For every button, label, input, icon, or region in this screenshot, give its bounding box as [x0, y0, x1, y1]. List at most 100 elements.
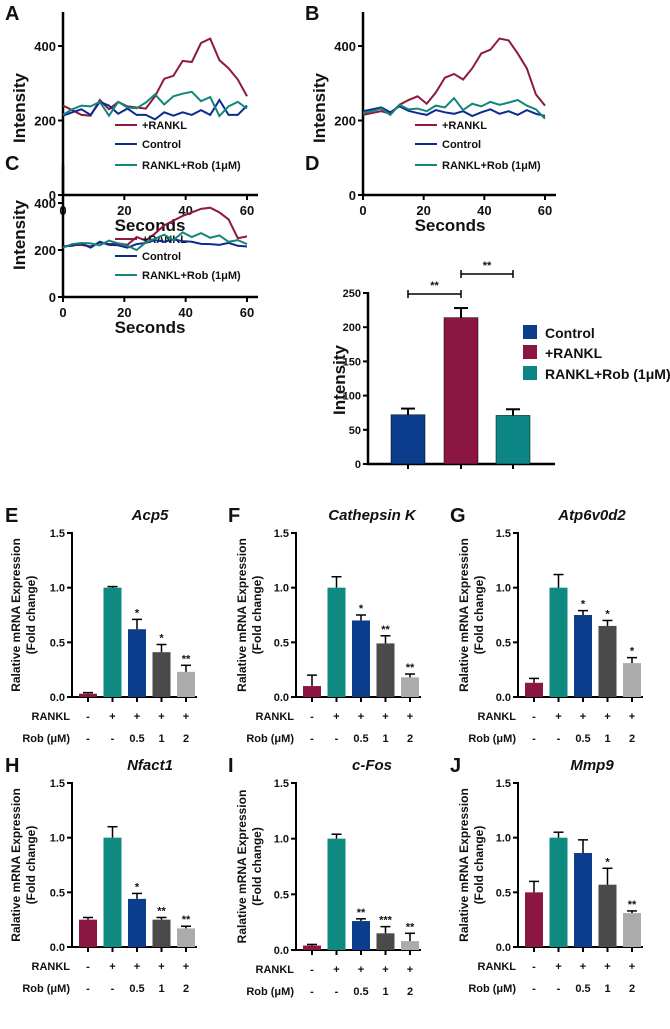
bar-1: [79, 693, 97, 697]
rob-value: 0.5: [353, 986, 368, 998]
x-tick-label: 20: [117, 203, 131, 218]
rob-value: 0.5: [129, 733, 144, 745]
rob-value: 1: [158, 983, 164, 995]
x-axis-title: Seconds: [415, 216, 486, 235]
panel-label-a: A: [5, 3, 19, 25]
rankl-value: +: [604, 961, 610, 973]
bar-2: [443, 317, 479, 465]
y-axis-title: (Fold change): [472, 826, 486, 905]
bar-1: [303, 945, 321, 950]
x-tick-label: 60: [240, 203, 254, 218]
legend-label: +RANKL: [442, 120, 487, 132]
bar-5: [177, 671, 195, 697]
x-tick-label: 20: [117, 305, 131, 320]
rankl-value: +: [604, 711, 610, 723]
bar-3: [128, 898, 146, 947]
rankl-value: +: [358, 964, 364, 976]
series-line-rankl: [362, 37, 546, 116]
bar-1: [303, 686, 321, 697]
rob-value: -: [86, 733, 90, 745]
x-tick-label: 20: [416, 203, 430, 218]
rob-value: 2: [629, 733, 635, 745]
y-axis-title: Intensity: [10, 73, 29, 143]
rob-value: 1: [382, 733, 388, 745]
rankl-value: +: [407, 964, 413, 976]
y-tick-label: 1.0: [274, 834, 289, 846]
bar-3: [128, 629, 146, 697]
legend-label: RANKL+Rob (1μM): [142, 160, 241, 172]
rob-value: -: [111, 733, 115, 745]
y-tick-label: 250: [343, 288, 361, 300]
series-line-rankl: [62, 37, 248, 117]
bar-1: [390, 414, 426, 465]
x-tick-label: 0: [359, 203, 366, 218]
bar-4: [152, 652, 171, 697]
rob-value: 1: [158, 733, 164, 745]
rob-value: -: [310, 733, 314, 745]
panel-label-h: H: [5, 755, 19, 777]
y-axis-title: Ralative mRNA Expression: [235, 790, 249, 944]
rob-value: 2: [407, 733, 413, 745]
chart-title: Nfact1: [127, 757, 173, 774]
x-tick-label: 40: [178, 305, 192, 320]
significance-label: **: [430, 280, 439, 292]
rob-value: -: [557, 983, 561, 995]
x-tick-label: 60: [240, 305, 254, 320]
y-tick-label: 200: [34, 243, 56, 258]
rob-value: 2: [183, 983, 189, 995]
panel-label-d: D: [305, 153, 319, 175]
row-label-rankl: RANKL: [256, 711, 295, 723]
significance-label: **: [182, 914, 191, 926]
significance-label: **: [357, 907, 366, 919]
legend-swatch: [523, 366, 537, 380]
legend-label: +RANKL: [142, 120, 187, 132]
y-axis-title: (Fold change): [24, 576, 38, 655]
rankl-value: +: [407, 711, 413, 723]
significance-label: **: [381, 624, 390, 636]
x-axis-title: Seconds: [115, 318, 186, 337]
y-tick-label: 1.5: [496, 778, 511, 790]
panel-label-e: E: [5, 505, 18, 527]
y-tick-label: 400: [34, 196, 56, 211]
significance-label: *: [605, 608, 610, 620]
rankl-value: +: [183, 711, 189, 723]
rankl-value: -: [310, 711, 314, 723]
rob-value: 0.5: [575, 983, 590, 995]
row-label-rob: Rob (μM): [22, 733, 70, 745]
y-tick-label: 0.0: [50, 942, 65, 954]
series-line-rankl-rob: [362, 96, 546, 120]
y-tick-label: 50: [349, 425, 361, 437]
y-tick-label: 200: [343, 322, 361, 334]
rob-value: 1: [604, 733, 610, 745]
y-tick-label: 0: [349, 188, 356, 203]
y-axis-title: Intensity: [10, 200, 29, 270]
panel-label-c: C: [5, 153, 19, 175]
chart-title: Cathepsin K: [328, 507, 417, 524]
rankl-value: +: [333, 964, 339, 976]
chart-title: Acp5: [131, 507, 169, 524]
panel-label-g: G: [450, 505, 466, 527]
series-line-rankl-rob: [62, 231, 248, 252]
rankl-value: +: [158, 961, 164, 973]
bar-4: [376, 643, 395, 697]
legend-label: Control: [142, 251, 181, 263]
rob-value: -: [111, 983, 115, 995]
legend-label: RANKL+Rob (1μM): [142, 270, 241, 282]
rankl-value: +: [555, 711, 561, 723]
rob-value: -: [86, 983, 90, 995]
significance-label: **: [483, 260, 492, 272]
legend-swatch: [523, 345, 537, 359]
panel-label-f: F: [228, 505, 240, 527]
y-tick-label: 200: [334, 114, 356, 129]
legend-label: Control: [442, 139, 481, 151]
panel-label-j: J: [450, 755, 461, 777]
y-tick-label: 1.0: [50, 583, 65, 595]
y-tick-label: 0.0: [496, 692, 511, 704]
y-tick-label: 1.0: [274, 583, 289, 595]
rob-value: -: [532, 733, 536, 745]
significance-label: **: [406, 662, 415, 674]
rob-value: 1: [382, 986, 388, 998]
row-label-rankl: RANKL: [32, 961, 71, 973]
row-label-rob: Rob (μM): [246, 733, 294, 745]
